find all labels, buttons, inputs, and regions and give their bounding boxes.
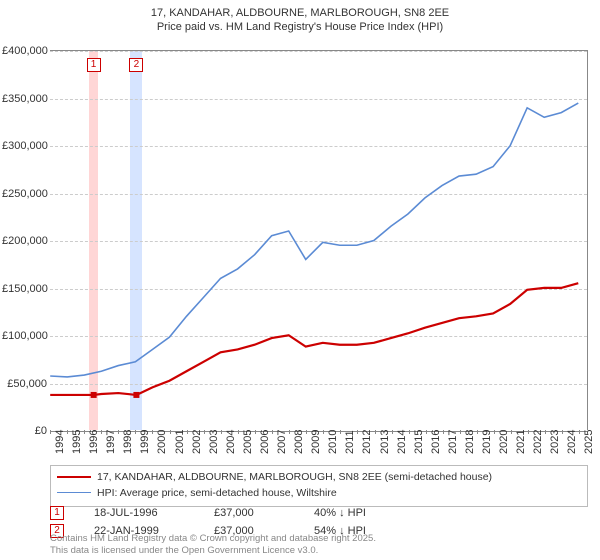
legend-item-hpi: HPI: Average price, semi-detached house,… (57, 486, 581, 502)
x-tick-label: 2019 (481, 430, 493, 454)
sale-point-marker (133, 392, 139, 398)
sale-row-1: 1 18-JUL-1996 £37,000 40% ↓ HPI (50, 506, 588, 520)
x-tick (118, 430, 119, 434)
x-tick-label: 1994 (54, 430, 66, 454)
x-tick-label: 2010 (327, 430, 339, 454)
x-tick-label: 2025 (583, 430, 595, 454)
chart-title: 17, KANDAHAR, ALDBOURNE, MARLBOROUGH, SN… (0, 0, 600, 35)
series-hpi (50, 103, 578, 377)
x-tick-label: 2002 (191, 430, 203, 454)
legend-swatch-property (57, 476, 91, 478)
title-line-1: 17, KANDAHAR, ALDBOURNE, MARLBOROUGH, SN… (0, 6, 600, 20)
legend: 17, KANDAHAR, ALDBOURNE, MARLBOROUGH, SN… (50, 465, 588, 507)
x-tick-label: 2004 (225, 430, 237, 454)
x-tick (375, 430, 376, 434)
x-tick-label: 2015 (413, 430, 425, 454)
x-tick (221, 430, 222, 434)
x-tick-label: 2020 (498, 430, 510, 454)
x-tick-label: 2003 (208, 430, 220, 454)
x-tick (357, 430, 358, 434)
y-tick-label: £300,000 (2, 140, 47, 152)
x-tick-label: 2001 (174, 430, 186, 454)
x-tick-label: 2024 (566, 430, 578, 454)
x-tick (238, 430, 239, 434)
x-tick (101, 430, 102, 434)
x-tick (545, 430, 546, 434)
y-tick-label: £250,000 (2, 188, 47, 200)
x-tick (50, 430, 51, 434)
title-line-2: Price paid vs. HM Land Registry's House … (0, 20, 600, 34)
sale-price-1: £37,000 (214, 507, 284, 519)
x-tick-label: 2008 (293, 430, 305, 454)
footer-line-2: This data is licensed under the Open Gov… (50, 545, 588, 556)
sale-delta-1: 40% ↓ HPI (314, 507, 366, 519)
x-tick-label: 1997 (105, 430, 117, 454)
y-tick-label: £0 (2, 425, 47, 437)
x-tick (272, 430, 273, 434)
legend-label-property: 17, KANDAHAR, ALDBOURNE, MARLBOROUGH, SN… (97, 471, 492, 483)
x-tick (170, 430, 171, 434)
y-tick-label: £350,000 (2, 93, 47, 105)
x-tick-label: 2013 (379, 430, 391, 454)
x-tick (323, 430, 324, 434)
y-tick-label: £50,000 (2, 378, 47, 390)
x-tick (289, 430, 290, 434)
legend-item-property: 17, KANDAHAR, ALDBOURNE, MARLBOROUGH, SN… (57, 470, 581, 486)
x-tick (409, 430, 410, 434)
x-tick-label: 2000 (156, 430, 168, 454)
y-tick-label: £100,000 (2, 330, 47, 342)
series-property (50, 283, 578, 395)
x-tick (392, 430, 393, 434)
x-tick-label: 2007 (276, 430, 288, 454)
x-tick-label: 2005 (242, 430, 254, 454)
chart-lines (50, 51, 587, 430)
x-tick (306, 430, 307, 434)
x-tick-label: 2014 (396, 430, 408, 454)
x-tick (460, 430, 461, 434)
x-tick-label: 1999 (139, 430, 151, 454)
x-tick-label: 2006 (259, 430, 271, 454)
chart-plot-area: £0£50,000£100,000£150,000£200,000£250,00… (50, 50, 588, 430)
x-tick (204, 430, 205, 434)
sale-marker-1: 1 (50, 506, 64, 520)
x-tick-label: 1996 (88, 430, 100, 454)
x-tick-label: 2022 (532, 430, 544, 454)
footer: Contains HM Land Registry data © Crown c… (50, 533, 588, 556)
x-tick-label: 2012 (361, 430, 373, 454)
x-tick (426, 430, 427, 434)
x-tick (340, 430, 341, 434)
y-tick-label: £150,000 (2, 283, 47, 295)
y-tick-label: £200,000 (2, 235, 47, 247)
x-tick-label: 2023 (549, 430, 561, 454)
x-tick-label: 2016 (430, 430, 442, 454)
x-tick-label: 1998 (122, 430, 134, 454)
x-tick-label: 2018 (464, 430, 476, 454)
y-tick-label: £400,000 (2, 45, 47, 57)
x-tick (255, 430, 256, 434)
x-tick (511, 430, 512, 434)
x-tick-label: 2011 (344, 430, 356, 454)
legend-label-hpi: HPI: Average price, semi-detached house,… (97, 487, 337, 499)
sale-date-1: 18-JUL-1996 (94, 507, 184, 519)
x-tick-label: 2017 (447, 430, 459, 454)
x-tick (84, 430, 85, 434)
x-tick (152, 430, 153, 434)
x-tick (67, 430, 68, 434)
x-tick (187, 430, 188, 434)
x-tick-label: 1995 (71, 430, 83, 454)
x-tick (494, 430, 495, 434)
x-tick (443, 430, 444, 434)
x-tick-label: 2009 (310, 430, 322, 454)
x-tick (562, 430, 563, 434)
x-tick (477, 430, 478, 434)
x-tick (579, 430, 580, 434)
x-tick (528, 430, 529, 434)
footer-line-1: Contains HM Land Registry data © Crown c… (50, 533, 588, 544)
legend-swatch-hpi (57, 492, 91, 493)
x-tick (135, 430, 136, 434)
sale-point-marker (91, 392, 97, 398)
x-tick-label: 2021 (515, 430, 527, 454)
